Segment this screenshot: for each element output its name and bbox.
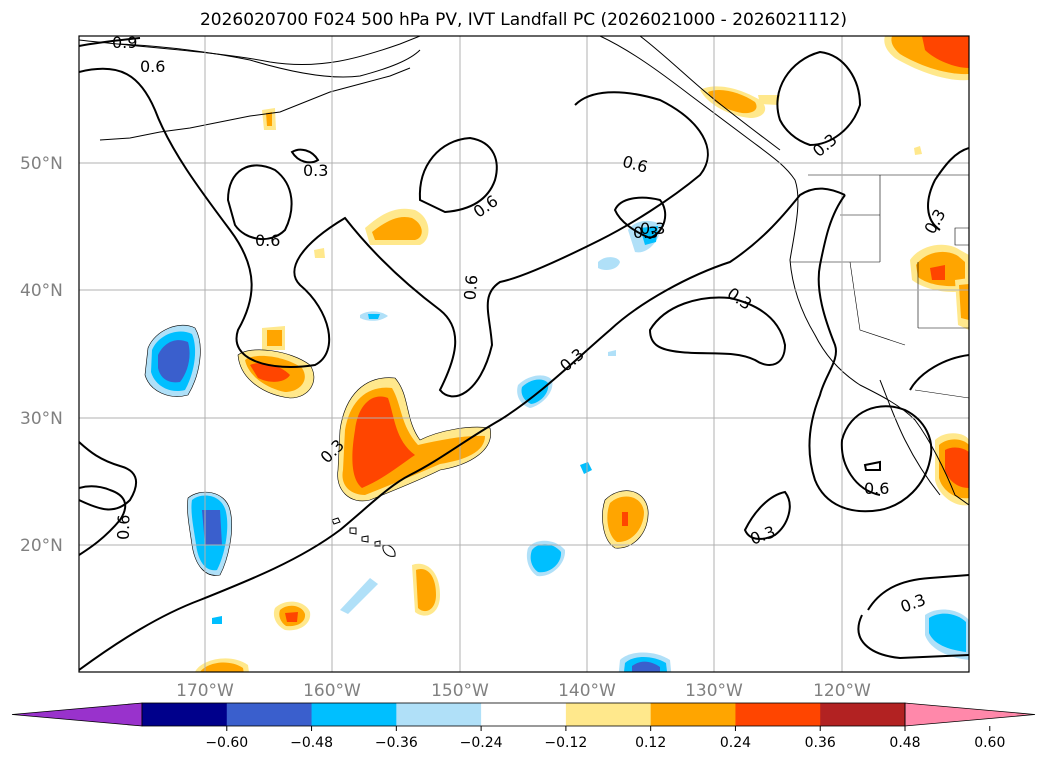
contour-0-3-west <box>79 441 138 511</box>
alaska-coast <box>79 36 421 66</box>
lat-label: 40°N <box>20 281 63 301</box>
lon-label: 130°W <box>685 681 743 701</box>
latitude-labels: 50°N 40°N 30°N 20°N <box>20 154 63 556</box>
colorbar-tick-label: 0.36 <box>805 735 836 751</box>
colorbar-tick-label: 0.24 <box>720 735 751 751</box>
contour-label: 0.3 <box>724 284 756 314</box>
contour-label: 0.6 <box>460 274 481 301</box>
contour-0-3-east <box>648 296 787 366</box>
contour-label: 0.3 <box>303 161 328 180</box>
contour-label: 0.3 <box>556 345 588 376</box>
contour-0-6-north <box>79 67 709 398</box>
longitude-labels: 170°W 160°W 150°W 140°W 130°W 120°W <box>176 681 871 701</box>
colorbar-tick-label: 0.48 <box>889 735 920 751</box>
colorbar-segment <box>735 703 821 726</box>
contour-label: 0.6 <box>470 191 502 221</box>
north-america-coast <box>599 36 969 506</box>
lat-label: 20°N <box>20 536 63 556</box>
baja-coast <box>879 379 941 496</box>
contour-label: 0.3 <box>633 223 658 242</box>
colorbar-tick-label: −0.36 <box>375 735 418 751</box>
lat-label: 30°N <box>20 409 63 429</box>
colorbar-tick-label: −0.12 <box>544 735 587 751</box>
contour-label: 0.6 <box>140 57 165 76</box>
contour-label: 0.6 <box>864 479 889 498</box>
coastlines <box>79 36 969 506</box>
lat-label: 50°N <box>20 154 63 174</box>
colorbar-segment <box>565 703 652 726</box>
colorbar-extension-high <box>904 702 1036 727</box>
contour-0-6-loop <box>226 164 293 241</box>
colorbar-segment <box>820 703 906 726</box>
colorbar-segment <box>311 703 397 726</box>
colorbar-segment <box>396 703 482 726</box>
lon-label: 160°W <box>303 681 361 701</box>
gridlines <box>79 36 969 672</box>
colorbar-extension-low <box>11 702 143 727</box>
colorbar: −0.60 −0.48 −0.36 −0.24 −0.12 0.12 0.24 0.36 0.4… <box>11 702 1036 751</box>
contour-label: 0.3 <box>640 219 665 238</box>
colorbar-segment <box>650 703 736 726</box>
contour-label: 0.9 <box>112 33 137 52</box>
hawaiian-islands <box>331 517 396 557</box>
colorbar-tick-label: 0.12 <box>635 735 666 751</box>
lon-label: 170°W <box>176 681 234 701</box>
colorbar-segment <box>226 703 313 726</box>
contour-label: 0.3 <box>898 590 928 617</box>
contour-label: 0.6 <box>114 514 134 540</box>
map-title: 2026020700 F024 500 hPa PV, IVT Landfall… <box>199 10 847 30</box>
colorbar-segment <box>481 703 567 726</box>
colorbar-tick-label: −0.24 <box>460 735 503 751</box>
pv-contours <box>79 37 969 671</box>
shaded-anomalies <box>145 36 969 672</box>
colorbar-tick-label: −0.48 <box>290 735 333 751</box>
contour-label: 0.3 <box>809 130 841 161</box>
lon-label: 140°W <box>558 681 616 701</box>
anomaly-outlines <box>144 324 649 576</box>
contour-label: 0.6 <box>620 152 650 177</box>
contour-label: 0.3 <box>920 206 949 238</box>
map-frame <box>78 35 970 673</box>
contour-label: 0.6 <box>255 231 280 250</box>
colorbar-segment <box>142 703 228 726</box>
lon-label: 150°W <box>431 681 489 701</box>
contour-0-6-west <box>79 485 127 556</box>
lon-label: 120°W <box>813 681 871 701</box>
contour-0-3-main <box>79 187 846 671</box>
map-plot-area: 0.9 0.6 0.3 0.6 0.6 0.6 0.3 0.6 0.3 0.3 … <box>79 33 969 672</box>
colorbar-tick-label: 0.60 <box>974 735 1005 751</box>
contour-labels: 0.9 0.6 0.3 0.6 0.6 0.6 0.3 0.6 0.3 0.3 … <box>112 33 950 617</box>
political-borders <box>790 174 969 399</box>
colorbar-frame <box>141 702 906 727</box>
contour-0-9 <box>79 37 141 47</box>
colorbar-tick-label: −0.60 <box>205 735 248 751</box>
